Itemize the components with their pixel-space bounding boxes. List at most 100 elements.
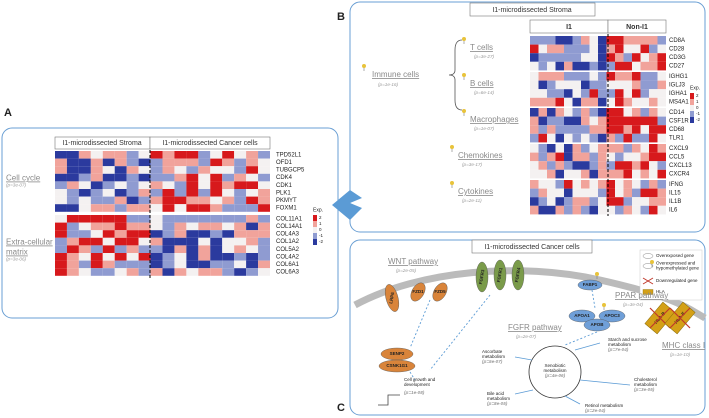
- heatmap-cell: [138, 237, 151, 246]
- heatmap-cell: [186, 151, 199, 159]
- heatmap-cell: [572, 133, 581, 143]
- heatmap-cell: [102, 245, 115, 253]
- heatmap-cell: [572, 188, 581, 198]
- heatmap-cell: [66, 215, 79, 223]
- heatmap-cell: [581, 97, 590, 107]
- heatmap-cell: [589, 53, 598, 62]
- heatmap-cell: [222, 204, 235, 212]
- heatmap-cell: [606, 197, 615, 206]
- heatmap-cell: [589, 125, 598, 134]
- heatmap-cell: [186, 189, 199, 197]
- gene-node: [493, 259, 507, 291]
- heatmap-cell: [66, 245, 79, 253]
- heatmap-cell: [547, 108, 556, 117]
- heatmap-cell: [606, 152, 615, 162]
- heatmap-cell: [102, 260, 115, 269]
- heatmap-cell: [547, 36, 556, 45]
- heatmap-cell: [55, 260, 67, 269]
- legend-swatch: [690, 93, 694, 99]
- heatmap-cell: [623, 205, 632, 215]
- metabolism-label: metabolism: [482, 354, 505, 359]
- gene-node-label: FZD1: [412, 289, 424, 294]
- heatmap-cell: [78, 245, 91, 253]
- heatmap-cell: [598, 188, 607, 198]
- metabolism-arrow: [564, 395, 581, 405]
- heatmap-cell: [632, 161, 641, 170]
- heatmap-cell: [632, 180, 641, 189]
- heatmap-cell: [174, 151, 187, 159]
- heatmap-cell: [598, 72, 607, 81]
- group-label: Cell cycle: [6, 174, 41, 183]
- heatmap-cell: [78, 173, 91, 182]
- heatmap-cell: [78, 268, 91, 276]
- heatmap-cell: [632, 108, 641, 117]
- p-value: (p=1e-16): [378, 82, 399, 87]
- heatmap-cell: [234, 196, 247, 205]
- heatmap-cell: [572, 180, 581, 189]
- heatmap-cell: [649, 116, 658, 126]
- heatmap-cell: [90, 253, 103, 261]
- heatmap-cell: [589, 188, 598, 198]
- heatmap-cell: [55, 166, 67, 174]
- heatmap-cell: [114, 173, 127, 182]
- heatmap-cell: [234, 204, 247, 212]
- heatmap-cell: [649, 205, 658, 215]
- heatmap-cell: [102, 196, 115, 205]
- heatmap-cell: [258, 166, 270, 174]
- heatmap-cell: [547, 116, 556, 126]
- heatmap-cell: [222, 268, 235, 276]
- gene-label: CD27: [669, 64, 685, 70]
- heatmap-cell: [246, 237, 259, 246]
- heatmap-cell: [623, 197, 632, 206]
- gene-node-label: APOA1: [574, 313, 590, 318]
- heatmap-cell: [198, 173, 211, 182]
- heatmap-cell: [615, 161, 624, 170]
- pin: [595, 272, 599, 276]
- heatmap-cell: [623, 53, 632, 62]
- heatmap-cell: [564, 53, 573, 62]
- heatmap-cell: [198, 222, 211, 231]
- heatmap-cell: [210, 245, 223, 253]
- heatmap-cell: [598, 144, 607, 153]
- heatmap-cell: [126, 204, 139, 212]
- heatmap-cell: [555, 125, 564, 134]
- heatmap-cell: [632, 89, 641, 98]
- heatmap-cell: [258, 204, 270, 212]
- gene-label: CD28: [669, 46, 685, 52]
- heatmap-cell: [210, 222, 223, 231]
- heatmap-cell: [615, 152, 624, 162]
- gene-label: COL4A2: [276, 254, 300, 260]
- heatmap-cell: [174, 204, 187, 212]
- heatmap-cell: [126, 245, 139, 253]
- heatmap-cell: [78, 230, 91, 238]
- gene-label: COL14A1: [276, 224, 303, 230]
- heatmap-cell: [649, 61, 658, 71]
- gene-label: IGLJ3: [669, 82, 686, 88]
- heatmap-cell: [555, 144, 564, 153]
- heatmap-cell: [555, 72, 564, 81]
- heatmap-cell: [174, 268, 187, 276]
- heatmap-cell: [615, 205, 624, 215]
- heatmap-cell: [186, 196, 199, 205]
- heatmap-cell: [114, 158, 127, 167]
- heatmap-cell: [632, 116, 641, 126]
- gene-label: CDK1: [276, 183, 293, 189]
- heatmap-cell: [234, 245, 247, 253]
- p-value: (p=5e-07): [482, 359, 503, 364]
- gene-label: CD68: [669, 127, 685, 133]
- heatmap-cell: [222, 260, 235, 269]
- legend-swatch: [690, 105, 694, 111]
- heatmap-cell: [198, 158, 211, 167]
- heatmap-cell: [555, 36, 564, 45]
- heatmap-cell: [649, 180, 658, 189]
- heatmap-cell: [538, 72, 547, 81]
- gene-label: COL4A3: [276, 232, 300, 238]
- heatmap-cell: [598, 61, 607, 71]
- heatmap-cell: [138, 253, 151, 261]
- p-value: (p=3e-06): [6, 257, 27, 262]
- heatmap-cell: [78, 237, 91, 246]
- heatmap-cell: [598, 161, 607, 170]
- heatmap-cell: [564, 180, 573, 189]
- heatmap-cell: [606, 205, 615, 215]
- heatmap-cell: [246, 230, 259, 238]
